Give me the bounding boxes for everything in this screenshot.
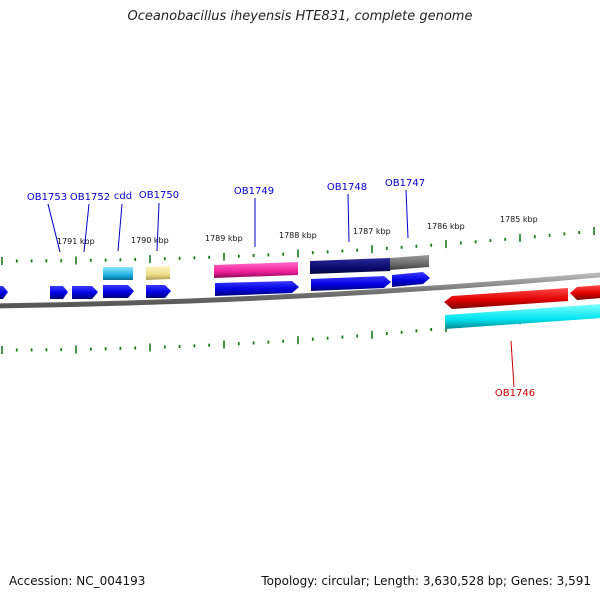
cdd-feature[interactable] (103, 267, 133, 280)
OB1748-gene-arrow[interactable] (311, 276, 391, 291)
forward-gene-track (0, 272, 430, 299)
gene-label-OB1749[interactable]: OB1749 (234, 186, 274, 197)
genome-summary-text: Topology: circular; Length: 3,630,528 bp… (261, 574, 591, 588)
OB1746-gene-arrow[interactable] (444, 288, 568, 309)
kbp-label: 1790 kbp (131, 236, 169, 245)
gene-label-OB1750[interactable]: OB1750 (139, 190, 179, 201)
kbp-label: 1788 kbp (279, 231, 317, 240)
OB1750-gene-arrow[interactable] (146, 285, 171, 298)
kbp-label: 1785 kbp (500, 215, 538, 224)
gene-label-OB1747[interactable]: OB1747 (385, 178, 425, 189)
gene-arrow-partial-right[interactable] (570, 285, 600, 300)
kbp-label: 1786 kbp (427, 222, 465, 231)
OB1746-feature[interactable] (445, 304, 600, 329)
OB1747-gene-arrow[interactable] (392, 272, 430, 287)
kbp-label: 1787 kbp (353, 227, 391, 236)
tick-row-top (1, 227, 595, 265)
OB1750-feature[interactable] (146, 266, 170, 280)
gene-label-OB1748[interactable]: OB1748 (327, 182, 367, 193)
OB1753-gene-arrow[interactable] (50, 286, 68, 299)
gene-label-cdd[interactable]: cdd (114, 191, 132, 202)
gene-labels: OB1753 OB1752 cdd OB1750 OB1749 OB1748 O… (27, 178, 535, 399)
OB1748-feature[interactable] (310, 258, 390, 274)
kbp-label: 1789 kbp (205, 234, 243, 243)
label-leaders (47, 189, 515, 388)
genome-title: Oceanobacillus iheyensis HTE831, complet… (127, 9, 473, 24)
cdd-gene-arrow[interactable] (103, 285, 134, 298)
OB1747-feature[interactable] (390, 255, 429, 270)
OB1752-gene-arrow[interactable] (72, 286, 98, 299)
kbp-scale-labels: 1791 kbp 1790 kbp 1789 kbp 1788 kbp 1787… (57, 215, 538, 246)
reverse-gene-track (444, 285, 600, 329)
kbp-label: 1791 kbp (57, 237, 95, 246)
OB1749-gene-arrow[interactable] (215, 281, 299, 296)
gene-label-OB1753[interactable]: OB1753 (27, 192, 67, 203)
feature-track (103, 255, 429, 280)
gene-label-OB1752[interactable]: OB1752 (70, 192, 110, 203)
gene-arrow-partial-left[interactable] (0, 286, 8, 299)
gene-label-OB1746[interactable]: OB1746 (495, 388, 535, 399)
accession-text: Accession: NC_004193 (9, 574, 146, 588)
genome-backbone (0, 272, 600, 309)
OB1749-feature[interactable] (214, 262, 298, 278)
